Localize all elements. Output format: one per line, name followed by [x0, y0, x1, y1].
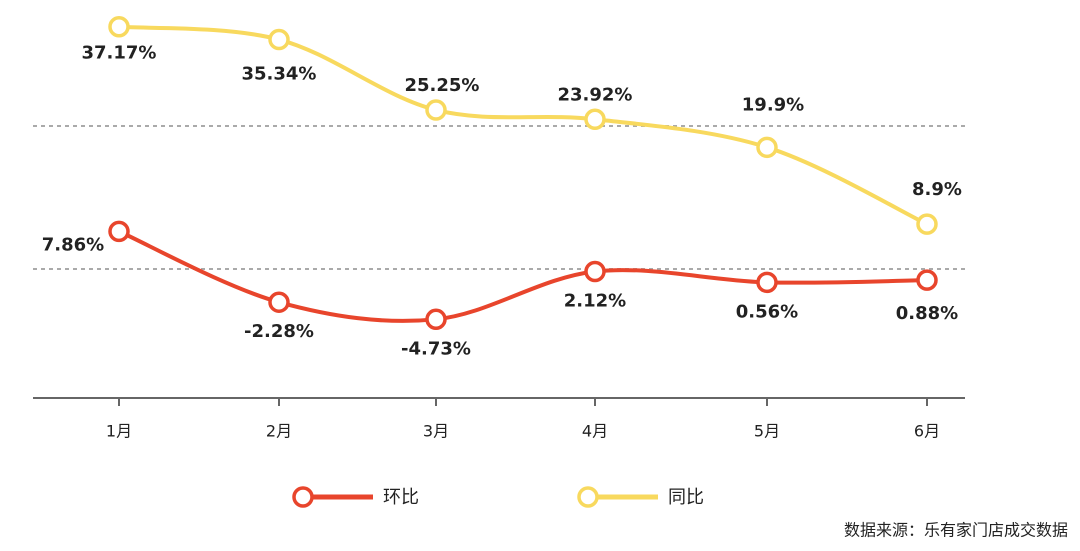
marker	[268, 291, 290, 313]
x-tick-label: 5月	[754, 422, 780, 441]
value-label: 2.12%	[564, 290, 626, 311]
legend-marker	[292, 486, 314, 508]
x-tick-label: 2月	[266, 422, 292, 441]
x-tick-label: 6月	[914, 422, 940, 441]
value-label: 7.86%	[42, 234, 104, 255]
marker	[108, 220, 130, 243]
value-label: 0.56%	[736, 301, 798, 322]
marker	[425, 99, 447, 121]
value-label: 8.9%	[912, 179, 962, 200]
value-label: -2.28%	[244, 321, 314, 342]
marker	[108, 15, 130, 38]
marker	[756, 271, 778, 294]
value-label: 35.34%	[242, 64, 317, 85]
x-tick-label: 3月	[423, 422, 449, 441]
marker	[584, 108, 606, 131]
marker	[916, 213, 938, 235]
value-label: 37.17%	[82, 43, 157, 64]
x-tick-label: 1月	[106, 422, 132, 441]
value-label: -4.73%	[401, 338, 471, 359]
source-note: 数据来源：乐有家门店成交数据	[844, 521, 1068, 540]
line	[118, 229, 928, 323]
legend-label: 环比	[383, 487, 419, 508]
legend-label: 同比	[668, 487, 704, 508]
legend-marker	[577, 486, 599, 508]
marker	[584, 260, 606, 283]
x-tick-label: 4月	[582, 422, 608, 441]
value-label: 0.88%	[896, 303, 958, 324]
marker	[268, 28, 290, 51]
value-label: 25.25%	[405, 75, 480, 96]
value-label: 23.92%	[558, 84, 633, 105]
marker	[425, 308, 447, 331]
marker	[916, 269, 938, 291]
line	[118, 24, 928, 226]
marker	[756, 136, 778, 159]
value-label: 19.9%	[742, 94, 804, 115]
